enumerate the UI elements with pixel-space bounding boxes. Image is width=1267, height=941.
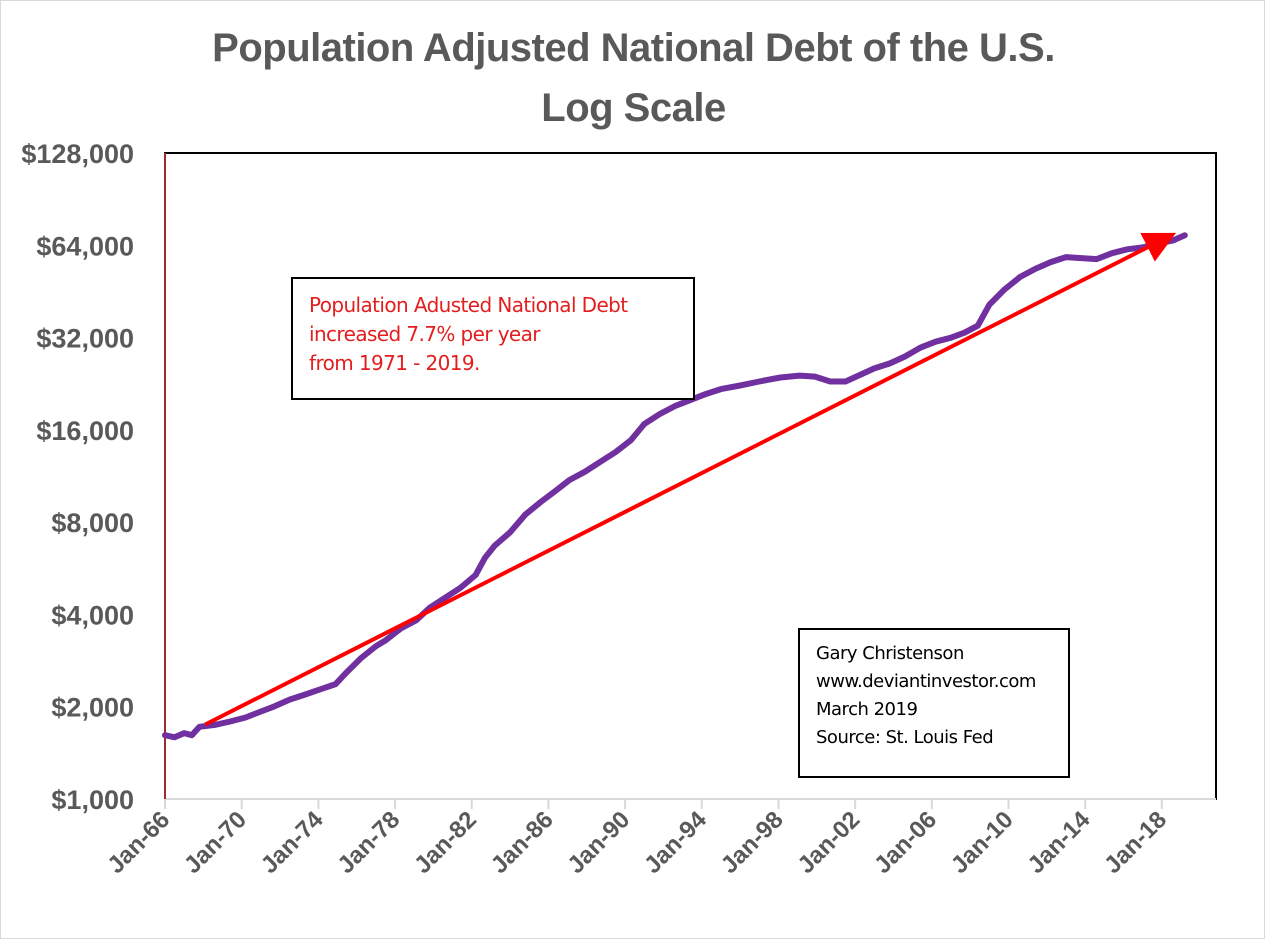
- x-tick-label: Jan-86: [486, 806, 559, 879]
- growth-annotation-line-2: increased 7.7% per year: [309, 322, 541, 346]
- y-tick-label: $8,000: [51, 508, 134, 538]
- source-author: Gary Christenson: [816, 643, 964, 664]
- y-tick-label: $4,000: [51, 600, 134, 630]
- source-annotation-box: Gary Christenson www.deviantinvestor.com…: [798, 628, 1070, 778]
- source-website: www.deviantinvestor.com: [816, 671, 1036, 692]
- source-date: March 2019: [816, 699, 918, 720]
- x-tick-label: Jan-78: [332, 806, 405, 879]
- x-tick-label: Jan-82: [409, 806, 482, 879]
- series-line-debt: [162, 232, 1188, 741]
- series-group: [162, 232, 1188, 741]
- trendline-group: [204, 232, 1177, 727]
- x-tick-label: Jan-94: [639, 806, 712, 879]
- chart-title: Population Adjusted National Debt of the…: [212, 26, 1055, 70]
- trendline-arrow: [204, 232, 1177, 727]
- x-tick-label: Jan-74: [256, 806, 329, 879]
- x-tick-label: Jan-98: [716, 806, 789, 879]
- growth-annotation-box: Population Adusted National Debt increas…: [291, 277, 695, 400]
- y-tick-label: $2,000: [51, 693, 134, 723]
- x-tick-label: Jan-10: [946, 806, 1019, 879]
- x-axis-ticks: Jan-66 Jan-70 Jan-74 Jan-78 Jan-82 Jan-86 Jan-…: [102, 799, 1172, 879]
- chart-subtitle: Log Scale: [541, 86, 726, 130]
- x-tick-label: Jan-06: [869, 806, 942, 879]
- y-tick-label: $32,000: [36, 324, 134, 354]
- y-axis-ticks: $128,000 $64,000 $32,000 $16,000 $8,000 $4,00…: [21, 139, 134, 815]
- y-tick-label: $16,000: [36, 416, 134, 446]
- growth-annotation-line-1: Population Adusted National Debt: [309, 293, 628, 317]
- growth-annotation-line-3: from 1971 - 2019.: [309, 351, 480, 375]
- x-tick-label: Jan-66: [102, 806, 175, 879]
- y-tick-label: $128,000: [21, 139, 134, 169]
- y-tick-label: $64,000: [36, 231, 134, 261]
- source-citation: Source: St. Louis Fed: [816, 727, 994, 748]
- y-tick-label: $1,000: [51, 785, 134, 815]
- x-tick-label: Jan-18: [1099, 806, 1172, 879]
- x-tick-label: Jan-02: [792, 806, 865, 879]
- x-tick-label: Jan-14: [1023, 806, 1096, 879]
- x-tick-label: Jan-90: [562, 806, 635, 879]
- x-tick-label: Jan-70: [179, 806, 252, 879]
